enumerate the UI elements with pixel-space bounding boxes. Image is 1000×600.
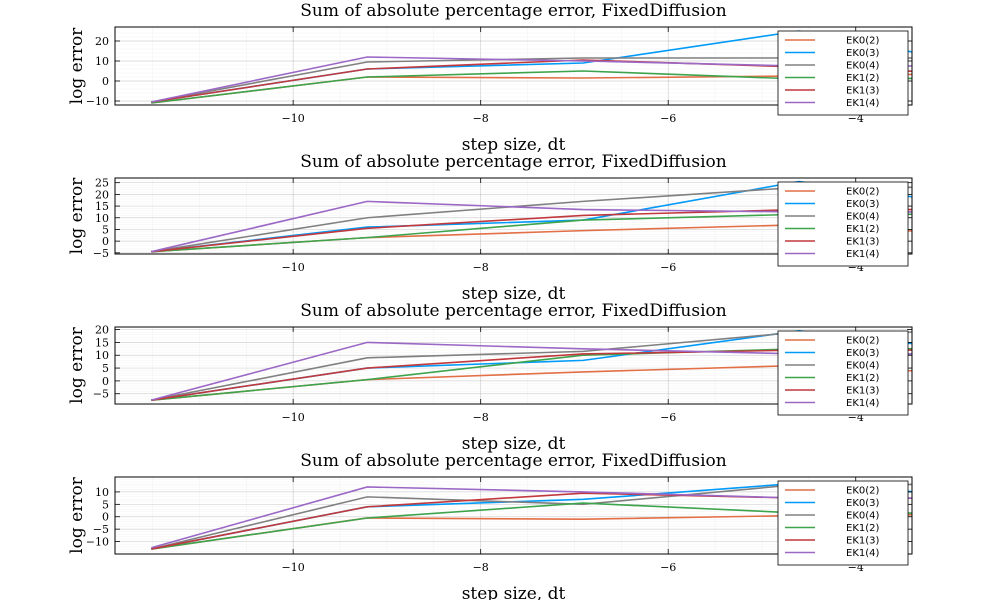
x-tick-label: −8 <box>473 561 489 574</box>
plot-frame <box>114 326 913 405</box>
legend-label: EK0(2) <box>846 486 880 497</box>
chart-title: Sum of absolute percentage error, FixedD… <box>300 1 726 21</box>
y-tick-label: 10 <box>95 55 109 68</box>
y-tick-label: −5 <box>93 523 109 536</box>
legend-label: EK1(3) <box>846 386 880 397</box>
x-axis-label: step size, dt <box>462 584 566 600</box>
y-tick-label: 20 <box>95 324 109 337</box>
y-tick-label: 5 <box>102 223 109 236</box>
y-tick-label: −10 <box>86 536 109 549</box>
plot-frame <box>114 177 913 255</box>
x-tick-label: −8 <box>473 112 489 125</box>
x-axis-label: step size, dt <box>462 284 566 304</box>
y-tick-label: 0 <box>102 235 109 248</box>
y-tick-label: 0 <box>102 75 109 88</box>
legend-label: EK1(4) <box>846 98 880 109</box>
legend-label: EK0(2) <box>846 187 880 198</box>
y-tick-label: 5 <box>102 498 109 511</box>
x-tick-label: −10 <box>282 112 305 125</box>
legend-box <box>777 330 909 416</box>
y-tick-label: −5 <box>93 388 109 401</box>
y-tick-label: 0 <box>102 511 109 524</box>
legend-box <box>777 181 909 267</box>
x-axis-label: step size, dt <box>462 135 566 155</box>
y-tick-label: 0 <box>102 375 109 388</box>
legend-label: EK1(3) <box>846 536 880 547</box>
legend-label: EK0(4) <box>846 61 880 72</box>
legend-box <box>777 30 909 116</box>
y-tick-label: −5 <box>93 247 109 260</box>
y-axis-label: log error <box>67 177 87 255</box>
legend-label: EK0(2) <box>846 36 880 47</box>
y-tick-label: 10 <box>95 349 109 362</box>
chart-title: Sum of absolute percentage error, FixedD… <box>300 152 726 172</box>
legend: EK0(2)EK0(3) EK0(4)EK1(2) EK1(3)EK1(4) <box>777 480 909 566</box>
chart-title: Sum of absolute percentage error, FixedD… <box>300 451 726 471</box>
y-tick-label: 20 <box>95 188 109 201</box>
y-axis-label: log error <box>67 27 87 105</box>
legend-label: EK1(2) <box>846 73 880 84</box>
legend-label: EK0(4) <box>846 361 880 372</box>
x-tick-label: −10 <box>282 261 305 274</box>
plot-frame <box>114 26 913 106</box>
legend-label: EK0(4) <box>846 511 880 522</box>
y-tick-label: 20 <box>95 35 109 48</box>
x-axis-label: step size, dt <box>462 434 566 454</box>
legend: EK0(2)EK0(3) EK0(4)EK1(2) EK1(3)EK1(4) <box>777 181 909 267</box>
legend-label: EK1(2) <box>846 224 880 235</box>
legend-label: EK1(4) <box>846 398 880 409</box>
legend-label: EK1(3) <box>846 86 880 97</box>
x-tick-label: −10 <box>282 561 305 574</box>
x-tick-label: −6 <box>660 112 676 125</box>
y-axis-label: log error <box>67 326 87 404</box>
y-tick-label: 5 <box>102 362 109 375</box>
x-tick-label: −8 <box>473 411 489 424</box>
y-tick-label: 15 <box>95 336 109 349</box>
legend-label: EK0(4) <box>846 212 880 223</box>
legend-label: EK1(3) <box>846 237 880 248</box>
x-tick-label: −6 <box>660 561 676 574</box>
legend-box <box>777 480 909 566</box>
legend-label: EK1(4) <box>846 548 880 559</box>
x-tick-label: −8 <box>473 261 489 274</box>
legend-label: EK1(2) <box>846 523 880 534</box>
y-tick-label: 15 <box>95 200 109 213</box>
chart-title: Sum of absolute percentage error, FixedD… <box>300 301 726 321</box>
legend: EK0(2)EK0(3) EK0(4)EK1(2) EK1(3)EK1(4) <box>777 330 909 416</box>
legend-label: EK0(3) <box>846 199 880 210</box>
y-tick-label: −10 <box>86 95 109 108</box>
y-tick-label: 25 <box>95 177 109 190</box>
legend-label: EK0(2) <box>846 336 880 347</box>
legend-label: EK1(4) <box>846 249 880 260</box>
plot-frame <box>114 476 913 555</box>
y-axis-label: log error <box>67 476 87 554</box>
legend: EK0(2)EK0(3) EK0(4)EK1(2) EK1(3)EK1(4) <box>777 30 909 116</box>
x-tick-label: −10 <box>282 411 305 424</box>
y-tick-label: 10 <box>95 486 109 499</box>
legend-label: EK0(3) <box>846 498 880 509</box>
legend-label: EK1(2) <box>846 373 880 384</box>
x-tick-label: −6 <box>660 411 676 424</box>
x-tick-label: −6 <box>660 261 676 274</box>
y-tick-label: 10 <box>95 212 109 225</box>
legend-label: EK0(3) <box>846 348 880 359</box>
legend-label: EK0(3) <box>846 48 880 59</box>
